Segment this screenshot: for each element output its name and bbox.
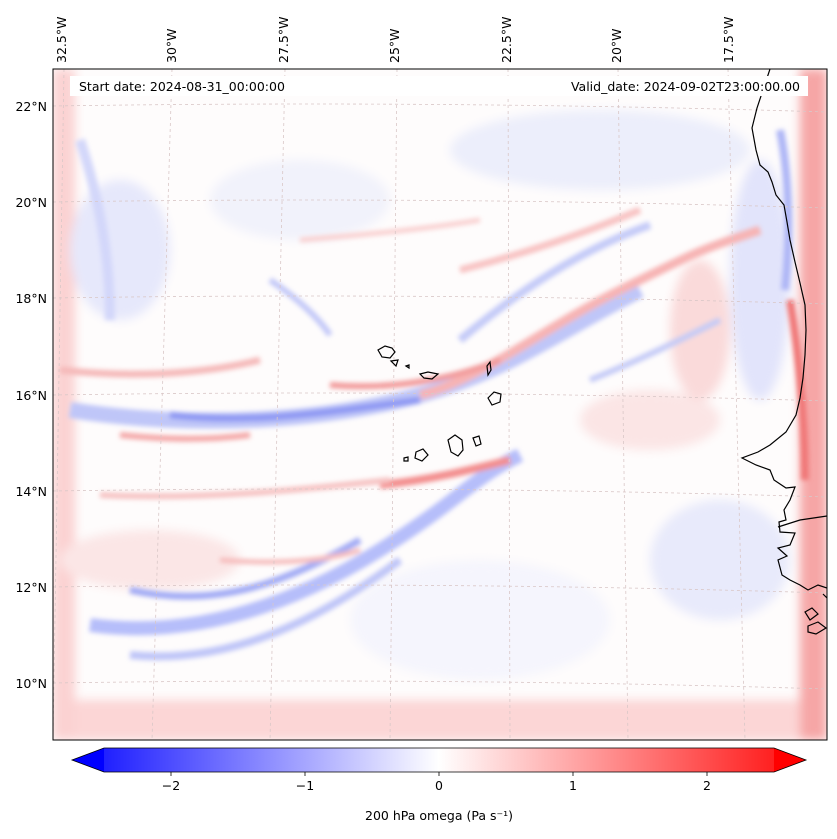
lon-label-20w: 20°W [609,28,624,63]
map-frame [52,68,828,741]
colorbar-tick-1: 1 [569,778,577,793]
gridline-32-5w [53,69,65,740]
lat-label-10n: 10°N [15,676,47,691]
latitude-labels: 22°N 20°N 18°N 16°N 14°N 12°N 10°N [15,99,47,691]
start-date-text: Start date: 2024-08-31_00:00:00 [79,79,285,94]
coastlines [377,69,827,635]
colorbar-tick-marks [170,772,708,776]
santa-luzia-island [404,364,410,370]
maio-island [472,435,482,447]
sao-nicolau-island [418,371,440,380]
colorbar-outline [70,747,808,773]
lat-label-22n: 22°N [15,99,47,114]
gridline-16n [53,392,827,402]
omega-broad-patches [53,69,827,740]
boa-vista-island [487,391,502,406]
colorbar-gradient [104,748,774,772]
lon-label-32-5w: 32.5°W [54,17,69,63]
omega-bands [59,129,809,661]
longitude-labels: 32.5°W 30°W 27.5°W 25°W 22.5°W 20°W 17.5… [54,17,736,63]
fogo-island [414,448,429,462]
gridline-20n [53,199,827,209]
colorbar-extend-max [774,748,806,772]
lat-label-14n: 14°N [15,484,47,499]
colorbar-extend-min [72,748,104,772]
lon-label-27-5w: 27.5°W [276,17,291,63]
colorbar: −2 −1 0 1 2 200 hPa omega (Pa s⁻¹) [70,747,808,823]
colorbar-tick-neg1: −1 [296,778,314,793]
bijagos-island-2 [807,621,827,635]
colorbar-tick-neg2: −2 [162,778,180,793]
gridline-18n [53,295,827,305]
lon-label-25w: 25°W [387,28,402,63]
colorbar-tick-0: 0 [435,778,443,793]
sal-island [486,360,492,377]
bijagos-island-3 [822,593,827,599]
lon-label-22-5w: 22.5°W [499,17,514,63]
santo-antao-island [377,345,396,359]
date-info-box [70,76,808,96]
lon-label-30w: 30°W [164,28,179,63]
map-panel: Start date: 2024-08-31_00:00:00 Valid_da… [52,68,828,741]
gridline-20w [617,69,629,740]
african-coastline [740,69,827,591]
gridline-25w [389,69,398,740]
omega-field [53,69,827,740]
gridline-12n [53,584,827,594]
sao-vicente-island [389,359,399,368]
gridline-27-5w [269,69,286,740]
gridline-22n [53,103,827,113]
valid-date-text: Valid_date: 2024-09-02T23:00:00.00 [571,79,800,94]
gridline-14n [53,488,827,498]
lat-label-18n: 18°N [15,291,47,306]
gridline-22-5w [507,69,511,740]
lon-label-17-5w: 17.5°W [721,17,736,63]
colorbar-tick-2: 2 [703,778,711,793]
gambia-river-outline [777,515,827,528]
lat-label-20n: 20°N [15,195,47,210]
colorbar-label: 200 hPa omega (Pa s⁻¹) [365,808,513,823]
gridline-10n [53,680,827,690]
gridline-30w [151,69,173,740]
santiago-island [447,434,464,457]
brava-island [403,456,409,462]
lat-label-16n: 16°N [15,388,47,403]
gridline-17-5w [727,69,746,740]
lat-label-12n: 12°N [15,580,47,595]
bijagos-island-1 [804,607,819,621]
gridlines [53,69,827,740]
